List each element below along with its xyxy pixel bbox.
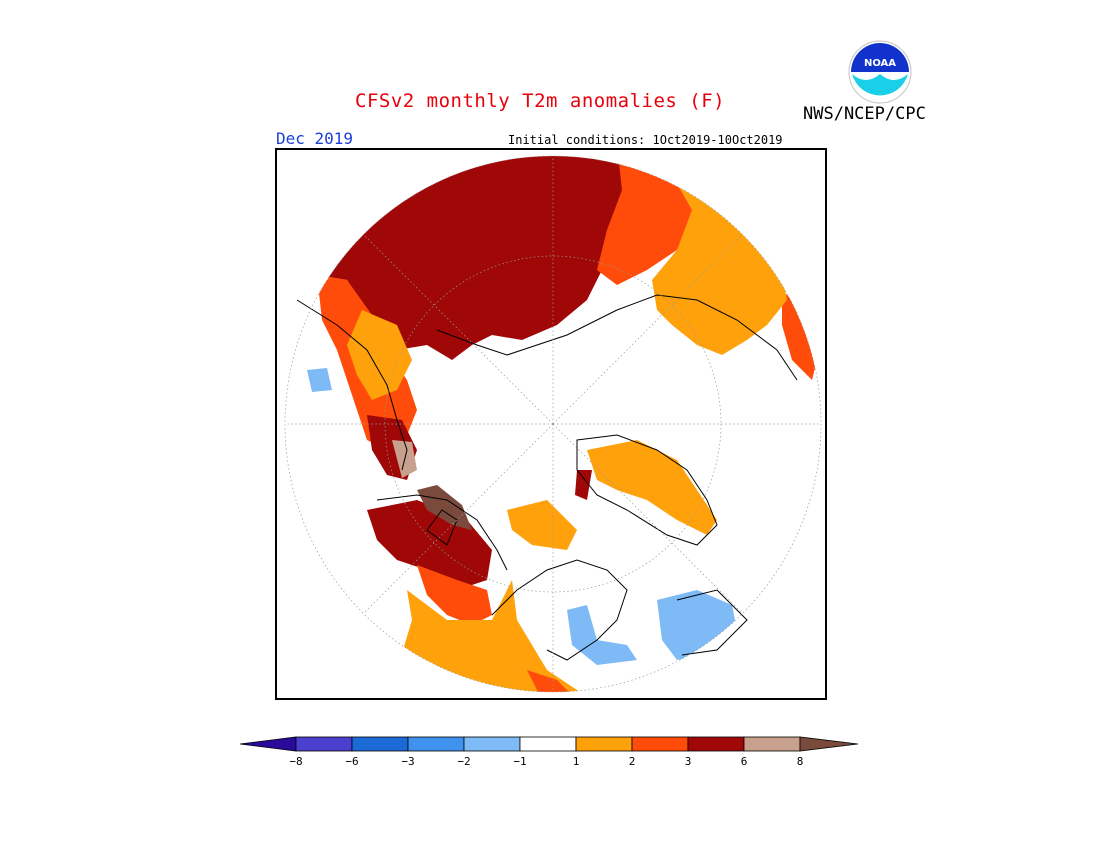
siberia-cool-region bbox=[307, 368, 332, 392]
canada-arctic-mild-warm-region bbox=[507, 500, 577, 550]
colorbar bbox=[239, 736, 859, 752]
colorbar-tick-label: 3 bbox=[684, 755, 692, 768]
logo-text: NOAA bbox=[864, 58, 896, 69]
northeast-us-warm-region bbox=[527, 670, 577, 692]
colorbar-tick-label: 6 bbox=[740, 755, 748, 768]
colorbar-swatch bbox=[295, 736, 353, 752]
hudson-cool-region bbox=[567, 605, 637, 665]
colorbar-swatch bbox=[631, 736, 689, 752]
noaa-logo: NOAA bbox=[848, 40, 912, 104]
colorbar-tick-label: −1 bbox=[513, 755, 527, 768]
colorbar-tick-label: 1 bbox=[572, 755, 580, 768]
colorbar-tick-label: 8 bbox=[796, 755, 804, 768]
coastlines bbox=[296, 294, 798, 661]
colorbar-tick-label: −3 bbox=[401, 755, 415, 768]
map-panel bbox=[275, 148, 827, 700]
colorbar-tick-label: −6 bbox=[345, 755, 359, 768]
colorbar-swatch bbox=[519, 736, 577, 752]
logo-sky bbox=[851, 43, 909, 72]
scandinavia-mild-warm-region bbox=[347, 310, 412, 400]
baffin-strong-warm-region bbox=[575, 470, 592, 500]
initial-conditions: Initial conditions: 1Oct2019-10Oct2019 bbox=[508, 133, 783, 147]
eurasia-strong-warm-region bbox=[287, 156, 627, 360]
org-label: NWS/NCEP/CPC bbox=[803, 104, 926, 124]
graticule bbox=[284, 155, 822, 693]
greenland-mild-warm-region bbox=[587, 440, 717, 535]
colorbar-swatch bbox=[351, 736, 409, 752]
logo-bird bbox=[852, 74, 908, 96]
pacific-warm-region bbox=[782, 290, 817, 380]
colorbar-tick-label: −8 bbox=[289, 755, 303, 768]
polar-map bbox=[284, 155, 822, 693]
colorbar-arrow-low bbox=[239, 736, 297, 752]
greenland-sea-extreme-warm-region bbox=[417, 485, 472, 530]
colorbar-swatch bbox=[463, 736, 521, 752]
colorbar-swatch bbox=[575, 736, 633, 752]
chart-title: CFSv2 monthly T2m anomalies (F) bbox=[355, 90, 726, 112]
colorbar-swatch bbox=[743, 736, 801, 752]
colorbar-swatch bbox=[407, 736, 465, 752]
colorbar-swatch bbox=[687, 736, 745, 752]
north-atlantic-warm-region bbox=[417, 565, 492, 625]
canada-cool-region bbox=[657, 590, 737, 660]
colorbar-tick-label: −2 bbox=[457, 755, 471, 768]
east-asia-mild-warm-region bbox=[652, 175, 787, 355]
colorbar-arrow-high bbox=[799, 736, 859, 752]
valid-month: Dec 2019 bbox=[276, 129, 354, 148]
colorbar-tick-label: 2 bbox=[628, 755, 636, 768]
